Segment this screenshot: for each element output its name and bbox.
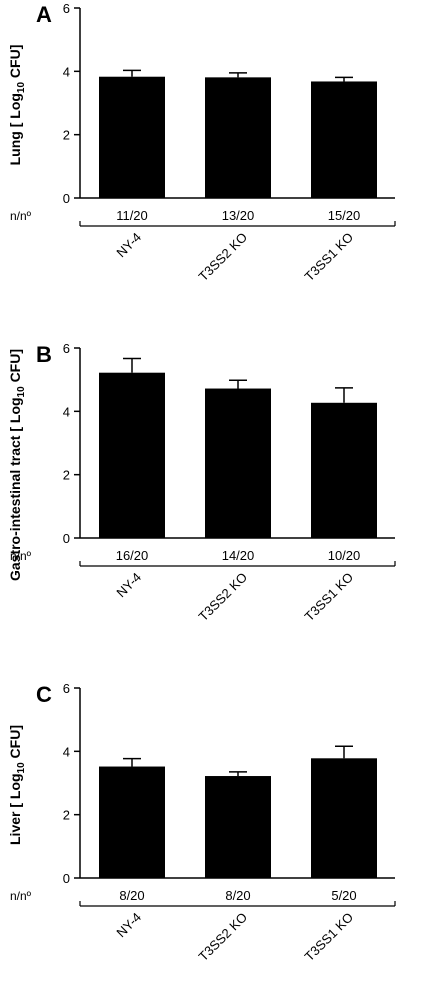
count-label: 5/20 bbox=[331, 888, 356, 903]
x-category-label: T3SS1 KO bbox=[302, 570, 357, 625]
count-label: 11/20 bbox=[116, 208, 148, 223]
y-tick-label: 2 bbox=[63, 468, 70, 483]
y-tick-label: 0 bbox=[63, 191, 70, 206]
count-label: 8/20 bbox=[119, 888, 144, 903]
y-tick-label: 4 bbox=[63, 744, 70, 759]
panel-a: A 0 2 4 6 Lung [ Log10 CFU] n/nº 11/20 13/20 15/2… bbox=[7, 1, 396, 285]
counts-row-label: n/nº bbox=[10, 549, 32, 563]
x-category-label: T3SS2 KO bbox=[196, 570, 251, 625]
count-label: 15/20 bbox=[328, 208, 361, 223]
y-tick-label: 4 bbox=[63, 404, 70, 419]
y-axis-label: Liver [ Log10 CFU] bbox=[7, 725, 27, 845]
count-label: 10/20 bbox=[328, 548, 361, 563]
x-category-label: T3SS1 KO bbox=[302, 230, 357, 285]
y-axis-label-subscript: 10 bbox=[16, 762, 27, 774]
y-tick-label: 4 bbox=[63, 64, 70, 79]
bar-ny-4 bbox=[99, 76, 165, 198]
y-axis-label-subscript: 10 bbox=[16, 386, 27, 398]
bar-t3ss1-ko bbox=[311, 81, 377, 198]
bar-t3ss2-ko bbox=[205, 77, 271, 198]
y-tick-label: 6 bbox=[63, 681, 70, 696]
y-tick-label: 6 bbox=[63, 341, 70, 356]
count-label: 8/20 bbox=[225, 888, 250, 903]
y-axis-label: Gastro-intestinal tract [ Log10 CFU] bbox=[7, 349, 27, 581]
y-axis-label: Lung [ Log10 CFU] bbox=[7, 45, 27, 166]
y-tick-label: 0 bbox=[63, 531, 70, 546]
count-label: 16/20 bbox=[116, 548, 149, 563]
count-label: 13/20 bbox=[222, 208, 255, 223]
y-axis-label-main: Gastro-intestinal tract [ Log bbox=[7, 397, 23, 581]
panel-c: C 0 2 4 6 Liver [ Log10 CFU] n/nº 8/20 8/20 5/20 N… bbox=[7, 681, 396, 965]
counts-row-label: n/nº bbox=[10, 889, 32, 903]
panel-b: B 0 2 4 6 Gastro-intestinal tract [ Log10 CFU… bbox=[7, 341, 396, 625]
y-axis-label-unit: CFU] bbox=[7, 725, 23, 762]
panel-letter: A bbox=[36, 2, 52, 27]
y-axis-label-unit: CFU] bbox=[7, 45, 23, 82]
counts-row-label: n/nº bbox=[10, 209, 32, 223]
bar-ny-4 bbox=[99, 766, 165, 878]
y-axis-label-subscript: 10 bbox=[16, 82, 27, 94]
x-category-label: NY-4 bbox=[113, 230, 144, 261]
x-category-label: NY-4 bbox=[113, 570, 144, 601]
count-label: 14/20 bbox=[222, 548, 255, 563]
x-category-label: T3SS2 KO bbox=[196, 910, 251, 965]
y-axis-label-main: Liver [ Log bbox=[7, 773, 23, 845]
y-axis-label-unit: CFU] bbox=[7, 349, 23, 386]
x-category-label: T3SS2 KO bbox=[196, 230, 251, 285]
y-tick-label: 2 bbox=[63, 128, 70, 143]
bar-t3ss1-ko bbox=[311, 758, 377, 878]
x-category-label: T3SS1 KO bbox=[302, 910, 357, 965]
bar-t3ss2-ko bbox=[205, 776, 271, 878]
bar-t3ss2-ko bbox=[205, 388, 271, 538]
bar-t3ss1-ko bbox=[311, 402, 377, 538]
y-tick-label: 0 bbox=[63, 871, 70, 886]
panel-letter: B bbox=[36, 342, 52, 367]
y-tick-label: 2 bbox=[63, 808, 70, 823]
panel-letter: C bbox=[36, 682, 52, 707]
bar-ny-4 bbox=[99, 372, 165, 538]
y-axis-label-main: Lung [ Log bbox=[7, 93, 23, 165]
y-tick-label: 6 bbox=[63, 1, 70, 16]
x-category-label: NY-4 bbox=[113, 910, 144, 941]
